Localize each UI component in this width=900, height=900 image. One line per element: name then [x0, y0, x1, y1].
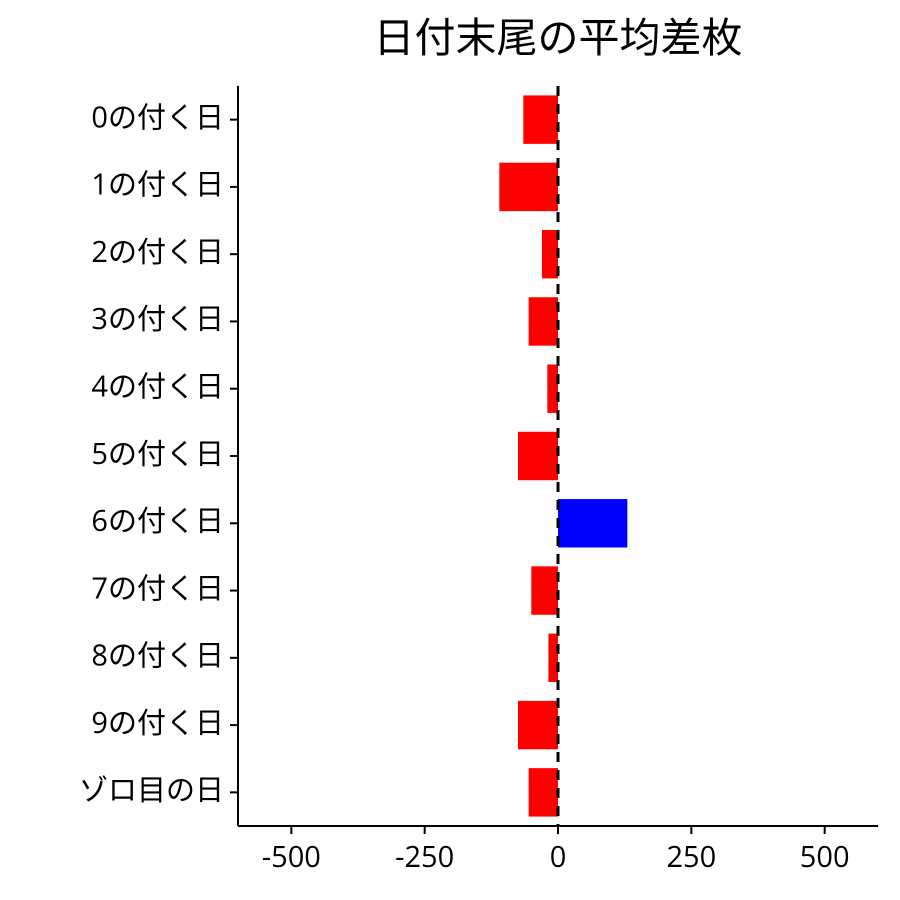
y-tick-label: 0の付く日	[91, 97, 224, 136]
x-tick-label: 500	[800, 837, 850, 876]
y-tick-label: 4の付く日	[91, 366, 224, 405]
y-tick-label: 3の付く日	[91, 299, 224, 338]
bar	[529, 768, 558, 816]
y-tick-label: ゾロ目の日	[79, 770, 224, 809]
bar	[547, 365, 558, 413]
y-tick-label: 7の付く日	[91, 568, 224, 607]
bar	[531, 566, 558, 614]
bar	[558, 499, 627, 547]
y-tick-label: 6の付く日	[91, 501, 224, 540]
x-tick-label: -250	[395, 837, 454, 876]
bar	[529, 297, 558, 345]
bar	[518, 432, 558, 480]
y-tick-label: 8の付く日	[91, 636, 224, 675]
chart-svg: 日付末尾の平均差枚 0の付く日 1の付く日 2の付く日 3の付く日 4の付く日 5の付く日 6…	[0, 0, 900, 900]
y-tick-label: 1の付く日	[91, 165, 224, 204]
x-tick-label: 0	[550, 837, 567, 876]
x-tick-label: -500	[262, 837, 321, 876]
bar	[499, 163, 558, 211]
chart-container: 日付末尾の平均差枚 0の付く日 1の付く日 2の付く日 3の付く日 4の付く日 5の付く日 6…	[0, 0, 900, 900]
y-tick-label: 9の付く日	[91, 703, 224, 742]
chart-title: 日付末尾の平均差枚	[374, 9, 743, 65]
y-tick-label: 5の付く日	[91, 434, 224, 473]
bar	[523, 95, 558, 143]
bar	[542, 230, 558, 278]
x-tick-label: 250	[666, 837, 716, 876]
bar	[518, 701, 558, 749]
y-tick-label: 2の付く日	[91, 232, 224, 271]
bar	[548, 634, 558, 682]
